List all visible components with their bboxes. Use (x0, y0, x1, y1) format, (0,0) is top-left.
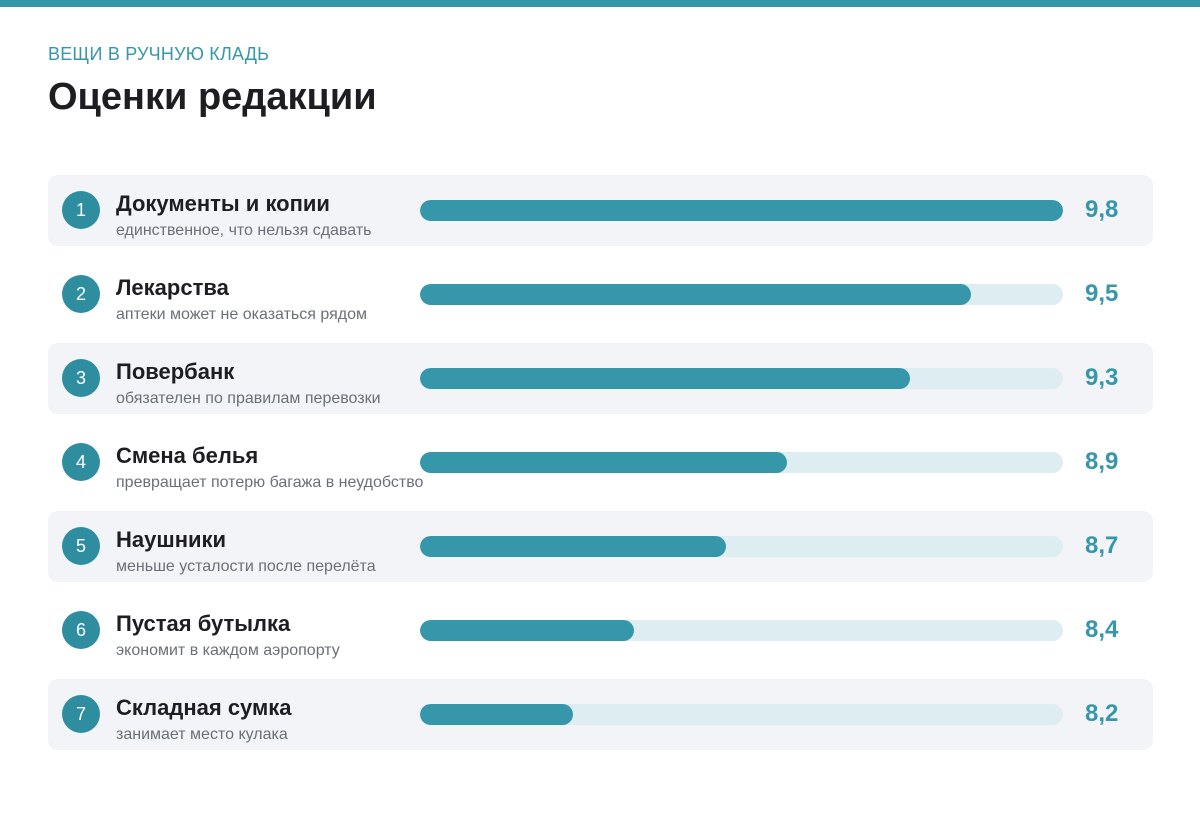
item-name: Пустая бутылка (116, 611, 291, 636)
rank-badge: 5 (62, 527, 100, 565)
rating-row: 2 Лекарства аптеки может не оказаться ря… (48, 259, 1153, 330)
score-value: 8,4 (1085, 616, 1119, 643)
score-value: 8,2 (1085, 700, 1119, 727)
section-eyebrow: ВЕЩИ В РУЧНУЮ КЛАДЬ (48, 44, 270, 64)
item-name: Повербанк (116, 359, 235, 384)
rating-row: 5 Наушники меньше усталости после перелё… (48, 511, 1153, 582)
rank-badge: 6 (62, 611, 100, 649)
item-note: экономит в каждом аэропорту (116, 642, 340, 659)
score-bar-track (420, 704, 1063, 725)
score-value: 9,3 (1085, 364, 1119, 391)
item-name: Смена белья (116, 443, 259, 468)
item-name: Наушники (116, 527, 227, 552)
top-accent-bar (0, 0, 1200, 7)
score-bar (420, 284, 972, 305)
item-note: меньше усталости после перелёта (116, 558, 376, 575)
rank-badge: 1 (62, 191, 100, 229)
rating-row: 1 Документы и копии единственное, что не… (48, 175, 1153, 246)
item-note: единственное, что нельзя сдавать (116, 222, 372, 239)
rating-list: 1 Документы и копии единственное, что не… (48, 175, 1153, 763)
score-bar-track (420, 200, 1063, 221)
rank-badge: 3 (62, 359, 100, 397)
score-bar (420, 368, 910, 389)
score-bar-track (420, 452, 1063, 473)
score-value: 8,7 (1085, 532, 1119, 559)
item-note: превращает потерю багажа в неудобство (116, 474, 424, 491)
item-note: обязателен по правилам перевозки (116, 390, 381, 407)
rating-row: 6 Пустая бутылка экономит в каждом аэроп… (48, 595, 1153, 666)
score-bar-track (420, 368, 1063, 389)
score-bar (420, 452, 788, 473)
item-note: занимает место кулака (116, 726, 288, 743)
item-note: аптеки может не оказаться рядом (116, 306, 367, 323)
score-bar-track (420, 536, 1063, 557)
score-bar-track (420, 284, 1063, 305)
rank-badge: 7 (62, 695, 100, 733)
item-name: Документы и копии (116, 191, 330, 216)
score-value: 9,5 (1085, 280, 1119, 307)
score-bar (420, 620, 635, 641)
item-name: Лекарства (116, 275, 229, 300)
score-bar-track (420, 620, 1063, 641)
score-value: 8,9 (1085, 448, 1119, 475)
page-title: Оценки редакции (48, 76, 377, 118)
rating-row: 7 Складная сумка занимает место кулака 8… (48, 679, 1153, 750)
score-value: 9,8 (1085, 196, 1119, 223)
rank-badge: 4 (62, 443, 100, 481)
item-name: Складная сумка (116, 695, 292, 720)
rating-row: 3 Повербанк обязателен по правилам перев… (48, 343, 1153, 414)
rating-row: 4 Смена белья превращает потерю багажа в… (48, 427, 1153, 498)
rank-badge: 2 (62, 275, 100, 313)
score-bar (420, 536, 727, 557)
score-bar (420, 200, 1063, 221)
score-bar (420, 704, 574, 725)
